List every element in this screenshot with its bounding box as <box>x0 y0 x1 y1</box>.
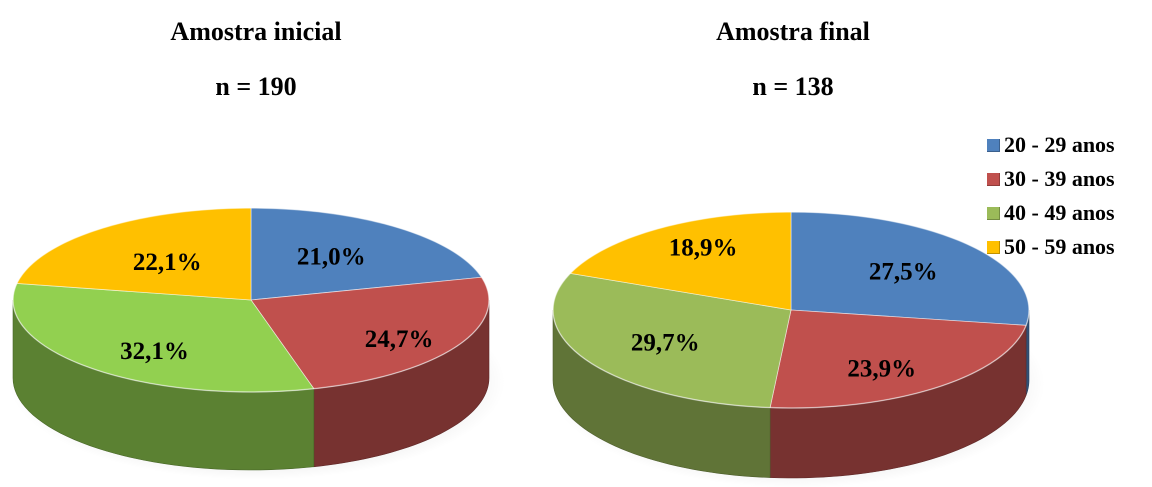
pie-slice <box>790 211 1030 326</box>
pie-slice <box>769 309 1027 409</box>
chart-title-final: Amostra final <box>716 17 870 46</box>
pie-slice <box>12 283 315 393</box>
pie-data-label: 23,9% <box>847 356 916 383</box>
legend-swatch <box>987 206 1000 220</box>
pie-slice <box>16 207 252 301</box>
legend-swatch <box>987 240 1000 254</box>
legend-item: 40 - 49 anos <box>987 196 1115 230</box>
legend-item: 30 - 39 anos <box>987 162 1115 196</box>
legend-swatch <box>987 138 1000 152</box>
legend-label: 50 - 59 anos <box>1004 234 1115 259</box>
pie-data-label: 32,1% <box>120 338 189 365</box>
pie-slice <box>569 211 792 311</box>
legend-item: 20 - 29 anos <box>987 128 1115 162</box>
pie-data-label: 18,9% <box>669 235 738 262</box>
pie-data-label: 29,7% <box>631 330 700 357</box>
legend-item: 50 - 59 anos <box>987 230 1115 264</box>
chart-title-initial: Amostra inicial <box>170 17 342 46</box>
legend-swatch <box>987 172 1000 186</box>
pie-slice <box>250 276 490 390</box>
pie-data-label: 22,1% <box>133 249 202 276</box>
pie-data-label: 21,0% <box>297 243 366 270</box>
pie-rim <box>12 207 490 393</box>
pie-data-label: 24,7% <box>365 326 434 353</box>
pie-final: 27,5% 23,9% 29,7% 18,9% <box>549 211 1045 487</box>
pie-slice <box>250 207 483 301</box>
legend: 20 - 29 anos 30 - 39 anos 40 - 49 anos 5… <box>987 128 1115 264</box>
chart-subtitle-initial: n = 190 <box>215 72 297 101</box>
pie-initial: 21,0% 24,7% 32,1% 22,1% <box>9 207 505 480</box>
pie-data-label: 27,5% <box>869 259 938 286</box>
legend-label: 40 - 49 anos <box>1004 200 1115 225</box>
pie-rim <box>552 211 1030 409</box>
legend-label: 30 - 39 anos <box>1004 166 1115 191</box>
chart-subtitle-final: n = 138 <box>752 72 834 101</box>
pie-slice <box>552 272 792 409</box>
legend-label: 20 - 29 anos <box>1004 132 1115 157</box>
